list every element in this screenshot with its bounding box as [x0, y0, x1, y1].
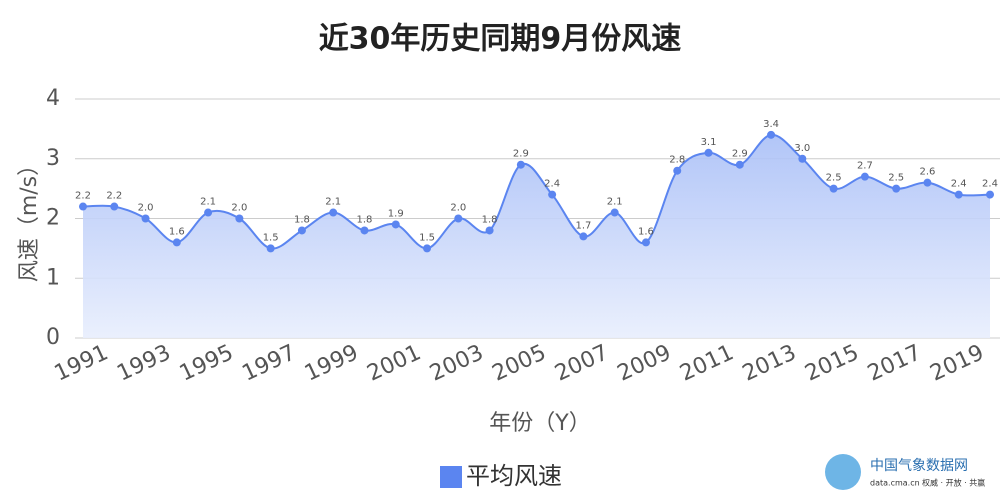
- y-tick-label: 2: [46, 206, 60, 231]
- point: [767, 130, 776, 139]
- x-tick-label: 1995: [176, 340, 237, 386]
- y-tick-label: 0: [46, 325, 60, 350]
- logo-icon: [825, 454, 861, 490]
- value-label: 2.0: [231, 203, 247, 214]
- x-tick-label: 2011: [676, 340, 737, 386]
- legend-swatch: [440, 466, 462, 488]
- point: [610, 208, 619, 217]
- legend-label: 平均风速: [466, 462, 562, 490]
- x-tick-label: 2007: [551, 340, 612, 386]
- y-tick-label: 1: [46, 265, 60, 290]
- point: [704, 148, 713, 157]
- point: [954, 190, 963, 199]
- value-label: 1.6: [169, 226, 185, 237]
- x-tick-label: 2019: [926, 340, 987, 386]
- value-label: 1.5: [419, 232, 435, 243]
- value-label: 2.8: [669, 155, 685, 166]
- logo-url: data.cma.cn: [870, 479, 920, 488]
- point: [673, 166, 682, 175]
- x-tick-label: 2009: [614, 340, 675, 386]
- x-tick-label: 1993: [113, 340, 174, 386]
- value-label: 2.6: [919, 167, 935, 178]
- point: [172, 238, 181, 247]
- value-label: 2.2: [106, 191, 122, 202]
- value-label: 1.7: [575, 220, 591, 231]
- point: [235, 214, 244, 223]
- value-label: 1.8: [294, 214, 310, 225]
- point: [266, 244, 275, 253]
- value-label: 1.9: [388, 208, 404, 219]
- point: [485, 226, 494, 235]
- point: [297, 226, 306, 235]
- y-axis-label: 风速（m/s）: [17, 154, 42, 282]
- point: [860, 172, 869, 181]
- value-label: 2.9: [513, 149, 529, 160]
- value-label: 3.0: [794, 143, 810, 154]
- value-label: 3.1: [701, 137, 717, 148]
- value-label: 1.8: [357, 214, 373, 225]
- logo-slogan: 权威 · 开放 · 共赢: [922, 478, 985, 488]
- value-label: 2.5: [888, 173, 904, 184]
- value-label: 2.7: [857, 161, 873, 172]
- area: [83, 134, 990, 338]
- value-label: 2.4: [982, 179, 998, 190]
- chart-title: 近30年历史同期9月份风速: [319, 22, 682, 57]
- point: [360, 226, 369, 235]
- point: [641, 238, 650, 247]
- point: [798, 154, 807, 163]
- value-label: 2.1: [607, 197, 623, 208]
- value-label: 1.8: [482, 214, 498, 225]
- point: [892, 184, 901, 193]
- point: [923, 178, 932, 187]
- point: [579, 232, 588, 241]
- value-label: 2.4: [951, 179, 967, 190]
- x-tick-label: 2017: [864, 340, 925, 386]
- point: [141, 214, 150, 223]
- point: [391, 220, 400, 229]
- logo: 中国气象数据网 data.cma.cn 权威 · 开放 · 共赢: [825, 454, 985, 490]
- x-tick-label: 2013: [739, 340, 800, 386]
- value-label: 2.5: [826, 173, 842, 184]
- point: [204, 208, 213, 217]
- x-tick-label: 2005: [489, 340, 550, 386]
- value-label: 2.1: [325, 197, 341, 208]
- logo-name: 中国气象数据网: [870, 458, 968, 474]
- x-tick-label: 2003: [426, 340, 487, 386]
- x-tick-label: 1997: [238, 340, 299, 386]
- x-tick-label: 2001: [364, 340, 425, 386]
- y-tick-label: 3: [46, 146, 60, 171]
- value-label: 1.5: [263, 232, 279, 243]
- value-label: 3.4: [763, 119, 779, 130]
- value-label: 2.0: [450, 203, 466, 214]
- y-tick-label: 4: [46, 86, 60, 111]
- point: [329, 208, 338, 217]
- value-label: 1.6: [638, 226, 654, 237]
- point: [79, 202, 87, 211]
- x-axis-label: 年份（Y）: [489, 411, 590, 436]
- point: [829, 184, 838, 193]
- point: [423, 244, 432, 253]
- point: [516, 160, 525, 169]
- value-label: 2.0: [138, 203, 154, 214]
- point: [454, 214, 463, 223]
- value-label: 2.4: [544, 179, 560, 190]
- point: [986, 190, 994, 199]
- value-label: 2.9: [732, 149, 748, 160]
- point: [110, 202, 119, 211]
- point: [548, 190, 557, 199]
- value-label: 2.1: [200, 197, 216, 208]
- x-tick-label: 1999: [301, 340, 362, 386]
- x-tick-label: 2015: [801, 340, 862, 386]
- point: [735, 160, 744, 169]
- value-label: 2.2: [75, 191, 91, 202]
